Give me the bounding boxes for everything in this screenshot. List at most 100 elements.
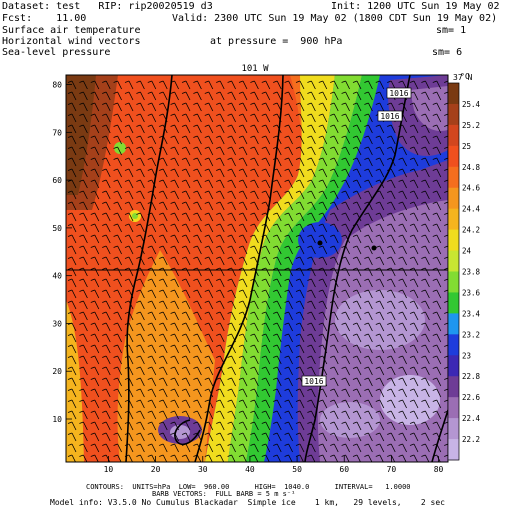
colorbar-swatch (448, 376, 459, 398)
wind-barb (398, 333, 407, 343)
wind-barb (238, 256, 248, 266)
wind-barb (410, 466, 418, 474)
wind-barb (136, 443, 145, 453)
wind-barb (421, 289, 430, 299)
wind-barb (273, 278, 282, 288)
wind-barb (318, 124, 328, 134)
wind-barb (159, 102, 168, 112)
wind-barb (318, 421, 328, 431)
wind-barb (284, 201, 293, 211)
colorbar-swatch (448, 208, 459, 231)
wind-barb (181, 366, 191, 376)
wind-barb (284, 212, 293, 222)
wind-barb (193, 179, 202, 189)
wind-barb (147, 102, 157, 112)
wind-barb (364, 366, 373, 376)
wind-barb (136, 190, 145, 200)
wind-barb (250, 80, 259, 90)
wind-barb (147, 443, 157, 453)
wind-barb (318, 410, 328, 420)
wind-barb (90, 388, 100, 398)
wind-barb (227, 421, 236, 431)
wind-barb (432, 355, 442, 365)
wind-barb (124, 256, 134, 266)
wind-barb (238, 223, 248, 233)
wind-barb (284, 179, 293, 189)
wind-barb (432, 344, 442, 354)
wind-barb (67, 102, 77, 112)
wind-barb (295, 267, 305, 277)
wind-barb (159, 399, 168, 409)
wind-barb (421, 322, 430, 332)
wind-barb (250, 388, 259, 398)
temperature-field (66, 75, 448, 462)
wind-barb (261, 245, 271, 255)
wind-barb (341, 278, 350, 288)
wind-barb (181, 333, 191, 343)
wind-barb (113, 168, 122, 178)
wind-barb (284, 267, 293, 277)
wind-barb (113, 443, 122, 453)
wind-barb (307, 466, 315, 474)
wind-barb (204, 289, 214, 299)
wind-barb (352, 366, 362, 376)
wind-barb (181, 289, 191, 299)
wind-barb (421, 410, 430, 420)
wind-barb (398, 201, 407, 211)
wind-barb (421, 223, 430, 233)
wind-barb (375, 432, 385, 442)
wind-barb (409, 256, 419, 266)
valid-time-label: Valid: 2300 UTC Sun 19 May 02 (1800 CDT … (172, 13, 498, 24)
wind-barb (318, 146, 328, 156)
wind-barb (352, 410, 362, 420)
wind-barb (307, 355, 316, 365)
wind-barb (159, 311, 168, 321)
x-tick-label: 60 (339, 465, 349, 474)
wind-barb (159, 366, 168, 376)
wind-barb (250, 443, 259, 453)
wind-barb (295, 333, 305, 343)
wind-barb (159, 190, 168, 200)
wind-barb (398, 223, 407, 233)
wind-barb (102, 410, 111, 420)
wind-barb (295, 212, 305, 222)
wind-barb (147, 366, 157, 376)
wind-barb (147, 421, 157, 431)
wind-barb (216, 91, 225, 101)
wind-barb (193, 322, 202, 332)
wind-barb (318, 157, 328, 167)
wind-barb (387, 410, 396, 420)
wind-barb (113, 102, 122, 112)
wind-barb (227, 190, 236, 200)
wind-barb (398, 168, 407, 178)
wind-barb (341, 333, 350, 343)
wind-barb (136, 102, 145, 112)
wind-barb (113, 245, 122, 255)
wind-barb (216, 388, 225, 398)
wind-barb (79, 179, 88, 189)
wind-barb (227, 146, 236, 156)
colorbar-swatch (448, 439, 459, 461)
wind-barb (398, 388, 407, 398)
wind-barb (181, 432, 191, 442)
wind-barb (67, 80, 77, 90)
wind-barb (352, 432, 362, 442)
wind-barb (159, 300, 168, 310)
wind-barb (375, 410, 385, 420)
wind-barb (216, 443, 225, 453)
wind-barb (284, 289, 293, 299)
wind-barb (238, 399, 248, 409)
wind-barb (238, 388, 248, 398)
wind-barb (387, 135, 396, 145)
wind-barb (261, 300, 271, 310)
wind-barb (409, 135, 419, 145)
wind-barb (159, 388, 168, 398)
wind-barb (79, 278, 88, 288)
wind-barb (238, 113, 248, 123)
wind-barb (409, 201, 419, 211)
wind-barb (238, 102, 248, 112)
wind-barb (147, 355, 157, 365)
wind-barb (250, 234, 259, 244)
wind-barb (216, 124, 225, 134)
wind-barb (364, 212, 373, 222)
